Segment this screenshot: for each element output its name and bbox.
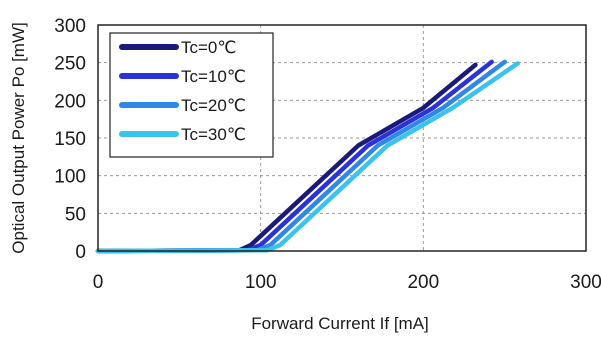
legend-label: Tc=10℃ (181, 67, 246, 86)
x-tick-label: 0 (93, 272, 104, 293)
plot-frame (97, 24, 587, 252)
x-tick-label: 300 (570, 272, 601, 293)
x-tick-label: 100 (245, 272, 277, 293)
y-tick-labels: 0 50 100 150 200 250 300 (54, 16, 86, 263)
y-tick-label: 200 (54, 91, 86, 112)
x-tick-label: 200 (407, 272, 439, 293)
legend-label: Tc=20℃ (181, 96, 246, 115)
y-tick-label: 250 (54, 54, 86, 75)
series-lines (95, 59, 520, 254)
legend-box (109, 32, 274, 158)
series-line-3 (95, 61, 520, 254)
y-tick-label: 150 (54, 129, 86, 150)
y-tick-label: 300 (54, 16, 86, 37)
legend-label: Tc=30℃ (181, 125, 246, 144)
y-tick-label: 50 (65, 204, 86, 225)
legend-label: Tc=0℃ (181, 38, 236, 57)
y-tick-label: 100 (54, 167, 86, 188)
y-axis-title: Optical Output Power Po [mW] (9, 22, 28, 253)
x-tick-labels: 0 100 200 300 (93, 272, 601, 293)
legend: Tc=0℃ Tc=10℃ Tc=20℃ Tc=30℃ (109, 32, 274, 158)
x-axis-title: Forward Current If [mA] (251, 314, 429, 333)
y-tick-label: 0 (75, 242, 86, 263)
